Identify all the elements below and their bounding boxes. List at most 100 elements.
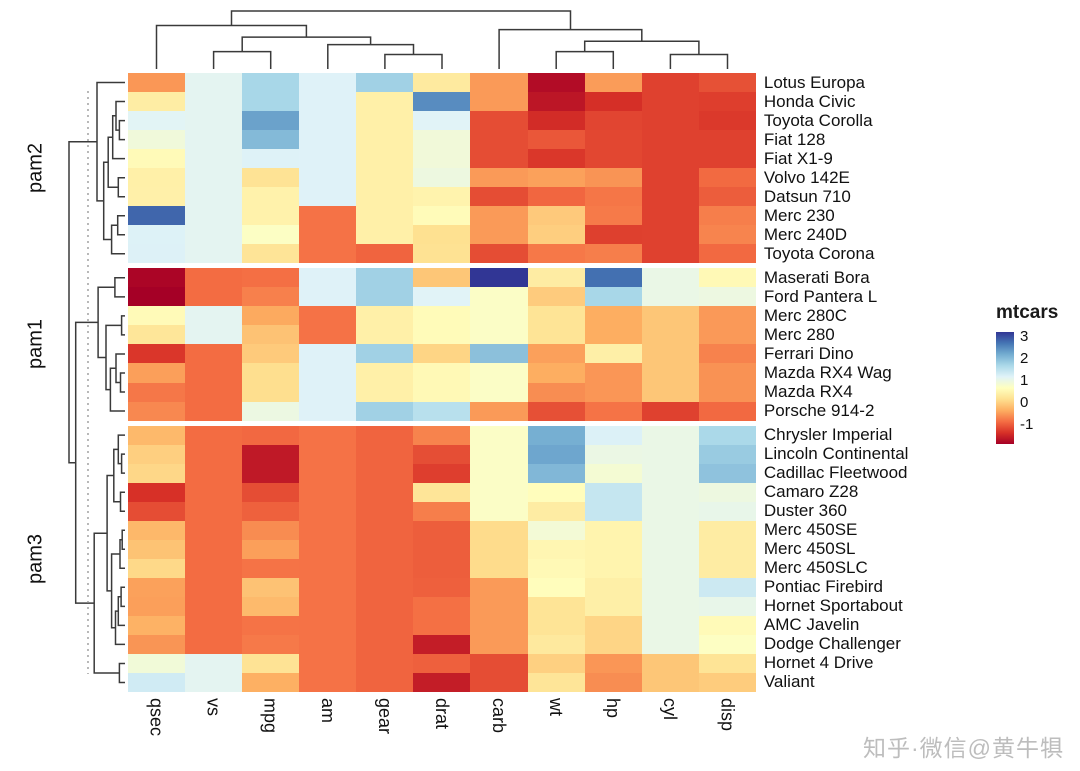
heatmap-cell	[527, 482, 585, 502]
heatmap-cell	[299, 401, 357, 421]
heatmap-cell	[527, 520, 585, 540]
heatmap-cell	[299, 558, 357, 578]
heatmap-cell	[584, 672, 642, 692]
heatmap-cell	[413, 130, 471, 150]
heatmap-cell	[527, 130, 585, 150]
heatmap-cell	[356, 615, 414, 635]
heatmap-cell	[584, 149, 642, 169]
heatmap-cell	[470, 344, 528, 364]
heatmap-cell	[584, 577, 642, 597]
heatmap-cell	[185, 425, 243, 445]
heatmap-cell	[527, 425, 585, 445]
heatmap-row: Dodge Challenger	[128, 634, 901, 654]
heatmap-cell	[584, 539, 642, 559]
heatmap-cell	[299, 634, 357, 654]
heatmap-cell	[242, 577, 300, 597]
heatmap-row: Hornet Sportabout	[128, 596, 903, 616]
heatmap-cell	[698, 539, 756, 559]
heatmap-cell	[128, 401, 186, 421]
heatmap-cell	[242, 596, 300, 616]
col-label-am: am	[317, 698, 338, 724]
heatmap-cell	[242, 444, 300, 464]
heatmap-cell	[128, 344, 186, 364]
heatmap-cell	[185, 596, 243, 616]
heatmap-cell	[413, 558, 471, 578]
heatmap-cell	[299, 168, 357, 188]
heatmap-cell	[470, 596, 528, 616]
heatmap-cell	[413, 672, 471, 692]
heatmap-cell	[299, 206, 357, 226]
row-label: Toyota Corolla	[763, 110, 873, 130]
heatmap-cell	[470, 401, 528, 421]
color-legend: mtcars 3 2 1 0 -1	[996, 302, 1058, 444]
heatmap-cell	[356, 92, 414, 112]
heatmap-group-pam1: Maserati Bora Ford Pantera L Merc 280C Merc…	[128, 268, 892, 421]
heatmap-cell	[299, 539, 357, 559]
heatmap-matrix: Lotus Europa Honda Civic Toyota Corolla Fia…	[128, 73, 908, 692]
heatmap-cell	[185, 444, 243, 464]
heatmap-cell	[413, 244, 471, 264]
heatmap-cell	[242, 73, 300, 93]
heatmap-cell	[242, 634, 300, 654]
heatmap-cell	[128, 287, 186, 307]
heatmap-cell	[584, 401, 642, 421]
col-label-box: am	[299, 698, 356, 736]
heatmap-cell	[356, 463, 414, 483]
heatmap-cell	[413, 382, 471, 402]
heatmap-cell	[356, 206, 414, 226]
heatmap-cell	[698, 425, 756, 445]
heatmap-cell	[698, 225, 756, 245]
heatmap-cell	[698, 149, 756, 169]
heatmap-cell	[641, 577, 699, 597]
heatmap-cell	[470, 577, 528, 597]
heatmap-cell	[584, 520, 642, 540]
column-axis-labels: qsec vs mpg am gear drat carb wt hp cyl disp	[128, 698, 756, 736]
heatmap-cell	[242, 187, 300, 207]
col-label-vs: vs	[203, 698, 224, 716]
heatmap-cell	[527, 344, 585, 364]
heatmap-cell	[128, 92, 186, 112]
heatmap-cell	[641, 653, 699, 673]
row-label: Dodge Challenger	[763, 634, 901, 654]
heatmap-cell	[698, 111, 756, 131]
heatmap-cell	[413, 287, 471, 307]
heatmap-cell	[356, 539, 414, 559]
heatmap-cell	[584, 225, 642, 245]
heatmap-cell	[698, 596, 756, 616]
heatmap-cell	[185, 558, 243, 578]
heatmap-cell	[641, 596, 699, 616]
col-label-box: gear	[356, 698, 413, 736]
row-label: Fiat X1-9	[763, 148, 833, 168]
heatmap-cell	[527, 111, 585, 131]
heatmap-cell	[470, 558, 528, 578]
heatmap-cell	[128, 501, 186, 521]
heatmap-cell	[527, 577, 585, 597]
legend-tick-3: 3	[1020, 327, 1029, 345]
heatmap-cell	[698, 577, 756, 597]
heatmap-cell	[470, 268, 528, 288]
heatmap-cell	[356, 653, 414, 673]
heatmap-cell	[128, 672, 186, 692]
heatmap-cell	[299, 444, 357, 464]
heatmap-cell	[698, 268, 756, 288]
heatmap-row: Fiat X1-9	[128, 149, 833, 169]
heatmap-cell	[356, 306, 414, 326]
heatmap-cell	[128, 382, 186, 402]
heatmap-cell	[356, 520, 414, 540]
heatmap-cell	[698, 482, 756, 502]
heatmap-cell	[413, 444, 471, 464]
heatmap-cell	[128, 149, 186, 169]
heatmap-cell	[698, 463, 756, 483]
heatmap-cell	[242, 111, 300, 131]
heatmap-cell	[698, 501, 756, 521]
heatmap-cell	[698, 634, 756, 654]
heatmap-cell	[641, 501, 699, 521]
heatmap-cell	[641, 520, 699, 540]
heatmap-cell	[698, 558, 756, 578]
heatmap-cell	[641, 92, 699, 112]
legend-tick--1: -1	[1020, 415, 1034, 433]
heatmap-cell	[641, 482, 699, 502]
heatmap-row: Mazda RX4 Wag	[128, 363, 892, 383]
heatmap-row: Toyota Corolla	[128, 111, 873, 131]
col-label-box: vs	[185, 698, 242, 736]
